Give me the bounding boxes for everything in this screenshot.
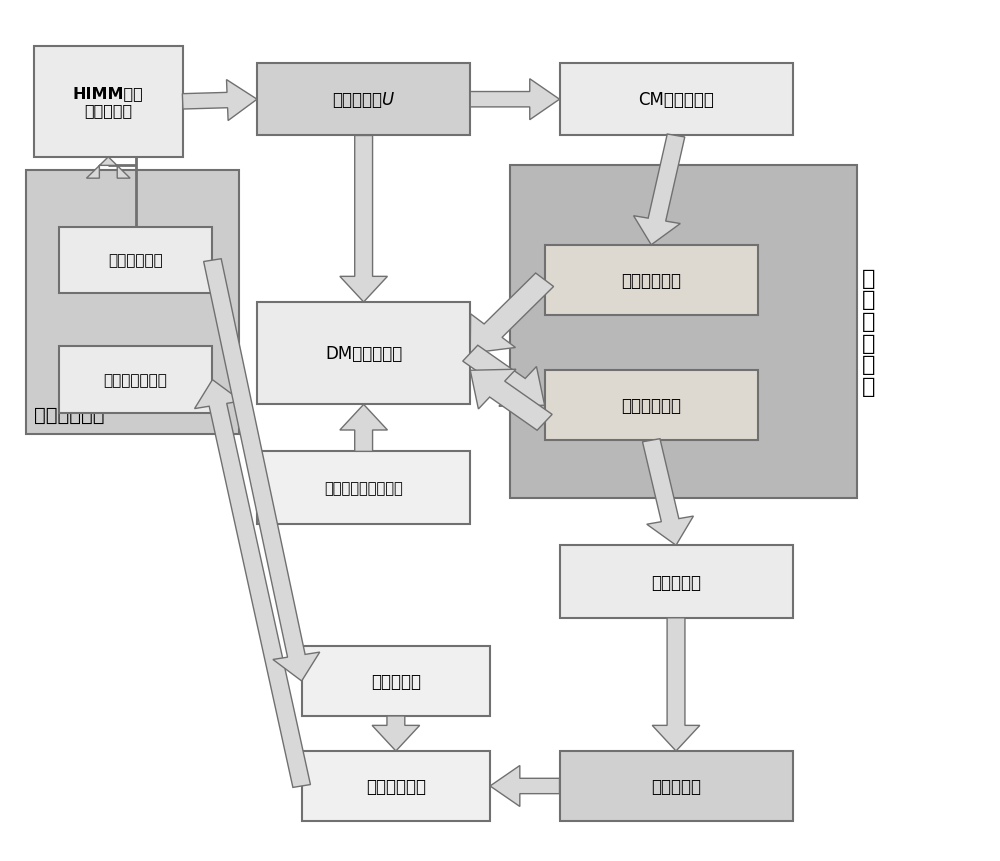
FancyBboxPatch shape — [545, 371, 758, 441]
FancyBboxPatch shape — [257, 302, 470, 405]
Text: 活动窗口变更计算器: 活动窗口变更计算器 — [324, 480, 403, 496]
Text: 路径规划器: 路径规划器 — [651, 573, 701, 591]
FancyBboxPatch shape — [510, 166, 857, 499]
Polygon shape — [470, 274, 554, 354]
FancyBboxPatch shape — [59, 227, 212, 294]
Polygon shape — [340, 136, 387, 302]
Polygon shape — [204, 259, 320, 681]
Text: 控制向量组: 控制向量组 — [651, 777, 701, 795]
FancyBboxPatch shape — [257, 452, 470, 524]
Text: 安全监控器: 安全监控器 — [371, 672, 421, 691]
Polygon shape — [372, 716, 420, 751]
Polygon shape — [470, 369, 552, 430]
FancyBboxPatch shape — [59, 347, 212, 413]
Polygon shape — [463, 346, 545, 406]
Polygon shape — [652, 618, 700, 751]
Text: 控制优先决策: 控制优先决策 — [366, 777, 426, 795]
Polygon shape — [642, 439, 693, 546]
FancyBboxPatch shape — [302, 751, 490, 821]
FancyBboxPatch shape — [257, 64, 470, 136]
FancyBboxPatch shape — [545, 245, 758, 315]
Text: DM维护更新器: DM维护更新器 — [325, 344, 402, 362]
Text: 更新向量组U: 更新向量组U — [333, 91, 395, 109]
Text: 执行机构桥接器: 执行机构桥接器 — [104, 373, 168, 387]
Text: HIMM更新
向量生成器: HIMM更新 向量生成器 — [73, 86, 144, 119]
Text: CM维护更新器: CM维护更新器 — [638, 91, 714, 109]
FancyBboxPatch shape — [302, 647, 490, 716]
FancyBboxPatch shape — [560, 64, 793, 136]
Polygon shape — [340, 405, 387, 452]
Polygon shape — [182, 80, 257, 121]
FancyBboxPatch shape — [560, 546, 793, 618]
FancyBboxPatch shape — [26, 170, 239, 435]
Polygon shape — [490, 765, 560, 807]
Polygon shape — [470, 79, 560, 121]
FancyBboxPatch shape — [560, 751, 793, 821]
Text: 机器人桥接器: 机器人桥接器 — [34, 406, 104, 424]
Polygon shape — [86, 158, 130, 179]
Text: 概率网格地图: 概率网格地图 — [621, 271, 681, 289]
Polygon shape — [195, 381, 310, 788]
Text: 活
动
窗
口
包
装: 活 动 窗 口 包 装 — [862, 269, 876, 396]
Text: 距离网格地图: 距离网格地图 — [621, 397, 681, 415]
FancyBboxPatch shape — [34, 46, 183, 158]
Text: 传感器桥接器: 传感器桥接器 — [108, 253, 163, 269]
Polygon shape — [634, 135, 685, 245]
